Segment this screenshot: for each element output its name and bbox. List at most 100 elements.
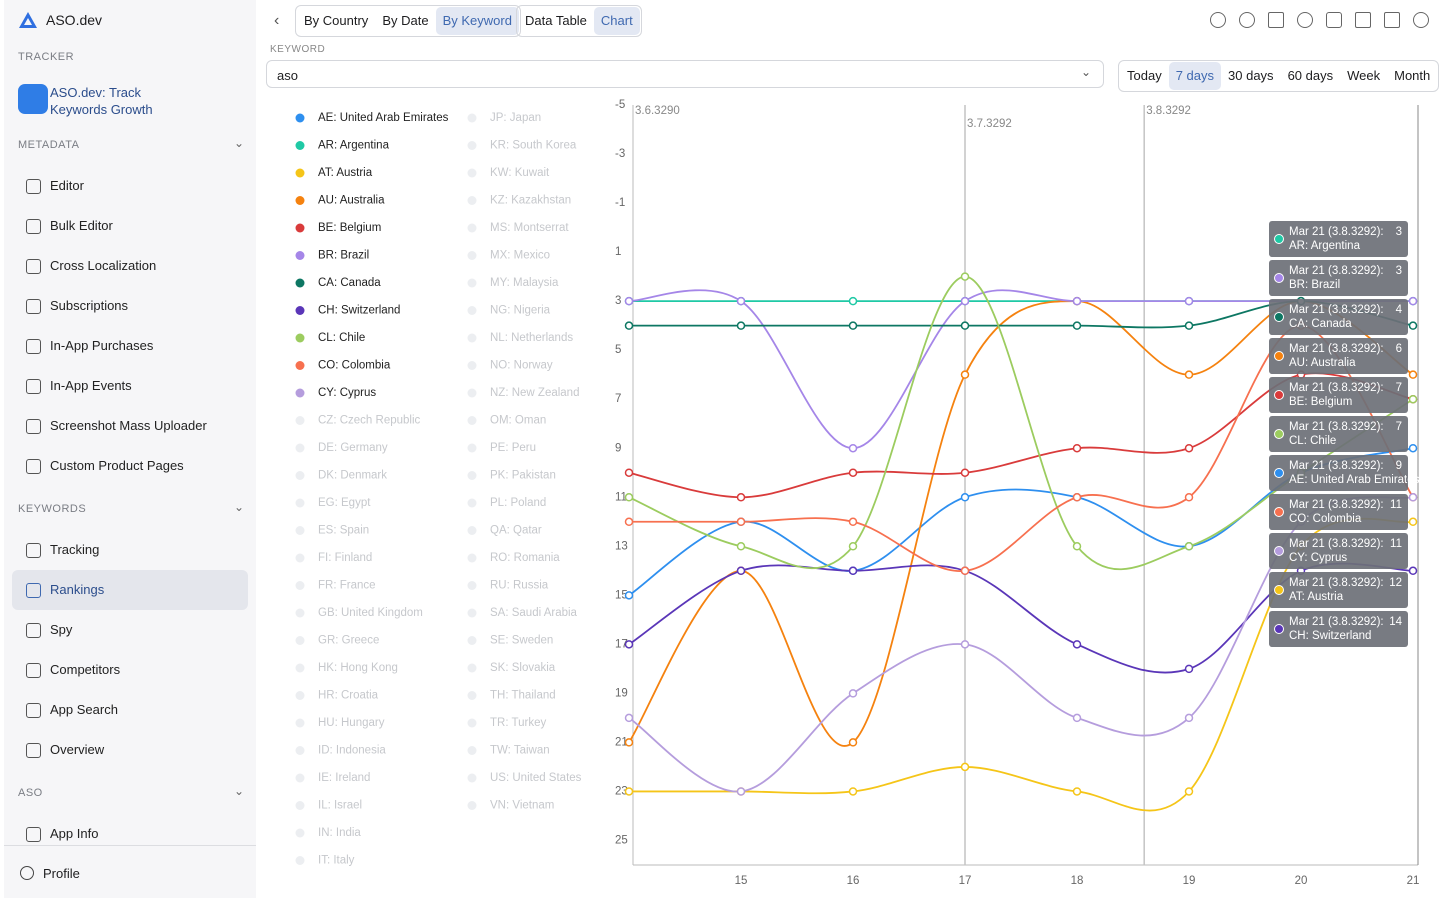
y-tick-label: 25	[615, 835, 628, 847]
legend-label[interactable]: AT: Austria	[318, 167, 373, 179]
legend-label[interactable]: PK: Pakistan	[490, 470, 556, 482]
legend-label[interactable]: CY: Cyprus	[318, 387, 376, 399]
icon[interactable]	[1413, 12, 1429, 28]
keyword-select[interactable]: aso ⌄	[266, 60, 1104, 88]
tab[interactable]: Chart	[593, 7, 640, 35]
legend-label[interactable]: PL: Poland	[490, 497, 546, 509]
icon[interactable]	[1384, 12, 1400, 28]
tooltip-series: CY: Cyprus	[1289, 552, 1347, 564]
menu-item[interactable]: Overview	[12, 730, 248, 770]
legend-label[interactable]: KZ: Kazakhstan	[490, 195, 571, 207]
legend-label[interactable]: RU: Russia	[490, 580, 549, 592]
legend-label[interactable]: IE: Ireland	[318, 772, 370, 784]
menu-item[interactable]: Competitors	[12, 650, 248, 690]
tooltip-box	[1269, 455, 1408, 491]
point	[1072, 640, 1082, 649]
menu-item[interactable]: App Info	[12, 814, 248, 854]
legend-label[interactable]: VN: Vietnam	[490, 800, 554, 812]
menu-item[interactable]: Bulk Editor	[12, 206, 248, 246]
menu-item[interactable]: In-App Events	[12, 366, 248, 406]
legend-label[interactable]: CH: Switzerland	[318, 305, 400, 317]
menu-item[interactable]: Subscriptions	[12, 286, 248, 326]
legend-label[interactable]: JP: Japan	[490, 112, 541, 124]
legend-label[interactable]: EG: Egypt	[318, 497, 371, 509]
point	[624, 468, 634, 477]
legend-label[interactable]: NL: Netherlands	[490, 332, 573, 344]
tab[interactable]: Data Table	[525, 13, 587, 28]
icon[interactable]	[1355, 12, 1371, 28]
legend-label[interactable]: AR: Argentina	[318, 140, 390, 152]
menu-item[interactable]: Cross Localization	[12, 246, 248, 286]
tooltip-dot	[1274, 507, 1284, 517]
legend-label[interactable]: BE: Belgium	[318, 222, 381, 234]
legend-dot	[295, 773, 305, 783]
legend-label[interactable]: ID: Indonesia	[318, 745, 386, 757]
legend-label[interactable]: SK: Slovakia	[490, 662, 556, 674]
legend-label[interactable]: KW: Kuwait	[490, 167, 550, 179]
menu-item[interactable]: Custom Product Pages	[12, 446, 248, 486]
legend-label[interactable]: KR: South Korea	[490, 140, 577, 152]
legend-label[interactable]: ES: Spain	[318, 525, 369, 537]
tab[interactable]: Today	[1127, 68, 1162, 83]
legend-label[interactable]: DE: Germany	[318, 442, 388, 454]
legend-label[interactable]: CA: Canada	[318, 277, 381, 289]
menu-item[interactable]: In-App Purchases	[12, 326, 248, 366]
tab[interactable]: By Date	[382, 13, 429, 28]
legend-label[interactable]: DK: Denmark	[318, 470, 387, 482]
icon[interactable]	[1210, 12, 1226, 28]
menu-item[interactable]: Editor	[12, 166, 248, 206]
legend-label[interactable]: BR: Brazil	[318, 250, 369, 262]
legend-label[interactable]: NG: Nigeria	[490, 305, 551, 317]
legend-label[interactable]: TH: Thailand	[490, 690, 556, 702]
legend-label[interactable]: IL: Israel	[318, 800, 362, 812]
legend-label[interactable]: SE: Sweden	[490, 635, 553, 647]
legend-label[interactable]: HR: Croatia	[318, 690, 379, 702]
menu-item[interactable]: Rankings	[12, 570, 248, 610]
legend-label[interactable]: TR: Turkey	[490, 717, 546, 729]
menu-item[interactable]: Screenshot Mass Uploader	[12, 406, 248, 446]
icon[interactable]	[1268, 12, 1284, 28]
legend-label[interactable]: PE: Peru	[490, 442, 536, 454]
tab[interactable]: 60 days	[1287, 68, 1334, 83]
legend-label[interactable]: FR: France	[318, 580, 376, 592]
icon[interactable]	[1297, 12, 1313, 28]
legend-label[interactable]: GR: Greece	[318, 635, 379, 647]
y-tick-label: 5	[615, 344, 621, 356]
legend-label[interactable]: QA: Qatar	[490, 525, 542, 537]
menu-item[interactable]: App Search	[12, 690, 248, 730]
app-name[interactable]: ASO.dev: Track Keywords Growth	[50, 85, 153, 117]
back[interactable]: ‹	[274, 12, 280, 29]
legend-label[interactable]: TW: Taiwan	[490, 745, 550, 757]
tab[interactable]: Week	[1347, 68, 1381, 83]
icon[interactable]	[1239, 12, 1255, 28]
legend-label[interactable]: MX: Mexico	[490, 250, 550, 262]
legend-label[interactable]: IT: Italy	[318, 855, 355, 867]
legend-label[interactable]: RO: Romania	[490, 552, 560, 564]
legend-label[interactable]: HU: Hungary	[318, 717, 385, 729]
legend-label[interactable]: IN: India	[318, 827, 361, 839]
legend-label[interactable]: MS: Montserrat	[490, 222, 569, 234]
menu-item[interactable]: Spy	[12, 610, 248, 650]
legend-label[interactable]: HK: Hong Kong	[318, 662, 398, 674]
legend-label[interactable]: AU: Australia	[318, 195, 385, 207]
profile[interactable]: Profile	[43, 866, 80, 881]
legend-label[interactable]: SA: Saudi Arabia	[490, 607, 578, 619]
legend-label[interactable]: MY: Malaysia	[490, 277, 559, 289]
icon[interactable]	[1326, 12, 1342, 28]
legend-label[interactable]: CO: Colombia	[318, 360, 391, 372]
menu-item[interactable]: Tracking	[12, 530, 248, 570]
legend-label[interactable]: NO: Norway	[490, 360, 553, 372]
legend-label[interactable]: OM: Oman	[490, 415, 546, 427]
legend-label[interactable]: AE: United Arab Emirates	[318, 112, 449, 124]
legend-label[interactable]: GB: United Kingdom	[318, 607, 423, 619]
tab[interactable]: By Keyword	[435, 7, 519, 35]
tab[interactable]: By Country	[304, 13, 369, 28]
legend-label[interactable]: CL: Chile	[318, 332, 365, 344]
legend-label[interactable]: US: United States	[490, 772, 582, 784]
tab[interactable]: 7 days	[1168, 62, 1222, 90]
legend-label[interactable]: CZ: Czech Republic	[318, 415, 421, 427]
legend-label[interactable]: NZ: New Zealand	[490, 387, 579, 399]
tab[interactable]: 30 days	[1228, 68, 1274, 83]
legend-label[interactable]: FI: Finland	[318, 552, 372, 564]
tab[interactable]: Month	[1394, 68, 1431, 83]
